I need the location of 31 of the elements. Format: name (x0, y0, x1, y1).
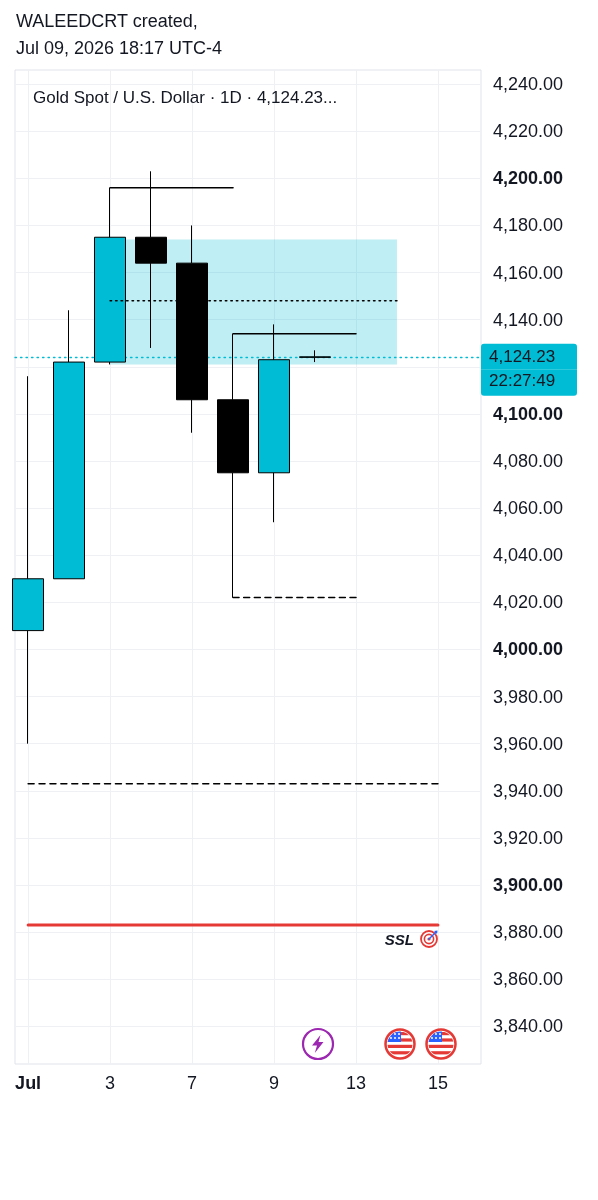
x-tick-label: 3 (105, 1073, 116, 1093)
text: Gold Spot / U.S. Dollar · 1D · 4,124.23... (33, 88, 338, 107)
y-tick-label: 4,100.00 (493, 403, 564, 424)
y-tick-label: 4,000.00 (493, 639, 564, 660)
x-tick-label: 15 (427, 1073, 448, 1093)
y-tick-label: 4,040.00 (493, 545, 564, 566)
y-tick-label: 4,240.00 (493, 74, 564, 95)
text: 22:27:49 (489, 371, 556, 391)
y-tick-label: 3,940.00 (493, 780, 564, 801)
x-tick-label: 7 (187, 1073, 198, 1093)
y-tick-label: 4,220.00 (493, 121, 564, 142)
y-tick-label: 4,060.00 (493, 498, 564, 519)
x-tick-label: 9 (269, 1073, 280, 1093)
y-tick-label: 4,180.00 (493, 215, 564, 236)
y-tick-label: 3,840.00 (493, 1016, 564, 1037)
y-tick-label: 3,960.00 (493, 733, 564, 754)
x-tick-label: 13 (345, 1073, 367, 1093)
y-tick-label: 3,980.00 (493, 686, 564, 707)
y-tick-label: 4,200.00 (493, 168, 564, 189)
annotation: SSL (384, 931, 414, 949)
x-tick-label: Jul (15, 1073, 42, 1093)
y-tick-label: 4,080.00 (493, 451, 564, 471)
y-tick-label: 3,900.00 (493, 874, 564, 895)
y-tick-label: 3,880.00 (493, 922, 564, 943)
y-tick-label: 4,020.00 (493, 592, 564, 613)
chart-subtitle: WALEEDCRT created, Jul 09, 2026 18:17 UTC-4 (16, 11, 223, 58)
ref-line-label: 4,124.23 (489, 347, 556, 367)
y-tick-label: 4,140.00 (493, 309, 564, 330)
y-tick-label: 3,860.00 (493, 969, 564, 990)
y-tick-label: 4,160.00 (493, 262, 564, 283)
y-tick-label: 3,920.00 (493, 827, 564, 848)
